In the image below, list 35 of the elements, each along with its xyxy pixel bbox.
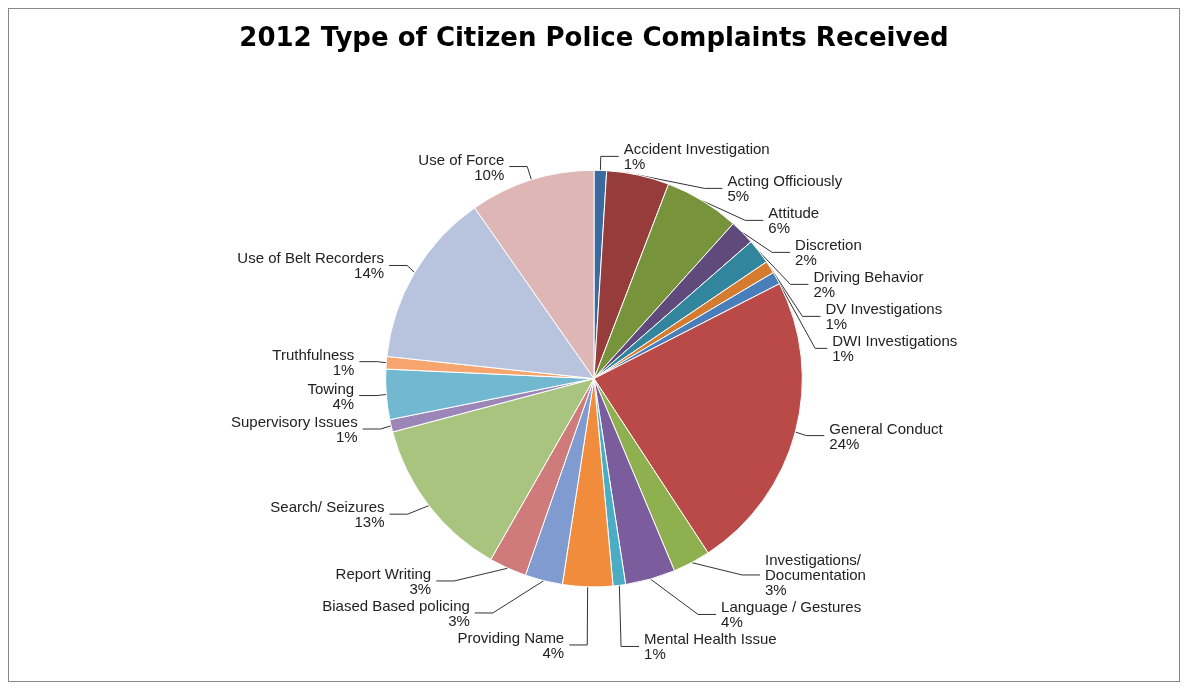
slice-label: Acting Officiously bbox=[727, 172, 843, 190]
data-label: 1% bbox=[825, 315, 848, 333]
slice-label: Investigations/ Documentation bbox=[765, 551, 866, 584]
slice-label: Supervisory Issues bbox=[230, 413, 358, 431]
data-label: 1% bbox=[644, 645, 666, 663]
data-label: 10% bbox=[474, 165, 505, 183]
slice-label: Mental Health Issue bbox=[644, 630, 777, 648]
slice-label: Providing Name bbox=[457, 628, 565, 646]
data-label: 1% bbox=[336, 428, 358, 446]
slice-label: Attitude bbox=[768, 204, 820, 222]
slice-label: DV Investigations bbox=[825, 300, 943, 318]
slice-label: Accident Investigation bbox=[623, 140, 770, 158]
data-label: 2% bbox=[795, 251, 817, 269]
data-label: 1% bbox=[623, 155, 646, 173]
data-label: 4% bbox=[721, 613, 743, 631]
data-label: 1% bbox=[332, 360, 355, 378]
slice-label: Use of Belt Recorders bbox=[237, 249, 385, 267]
data-label: 24% bbox=[829, 434, 860, 452]
chart-title: 2012 Type of Citizen Police Complaints Received bbox=[239, 22, 949, 52]
slice-label: Language / Gestures bbox=[721, 598, 862, 616]
data-label: 13% bbox=[354, 513, 385, 531]
slice-label: DWI Investigations bbox=[832, 332, 958, 350]
data-label: 1% bbox=[832, 347, 854, 365]
data-label: 6% bbox=[768, 219, 791, 237]
data-label: 2% bbox=[813, 283, 836, 301]
slice-label: General Conduct bbox=[829, 419, 944, 437]
slice-label: Discretion bbox=[795, 236, 862, 254]
data-label: 14% bbox=[354, 264, 385, 282]
data-label: 5% bbox=[727, 187, 750, 205]
data-label: 3% bbox=[765, 581, 787, 599]
slice-label: Driving Behavior bbox=[813, 268, 924, 286]
slice-label: Search/ Seizures bbox=[270, 498, 385, 516]
data-label: 4% bbox=[542, 643, 565, 661]
slice-label: Use of Force bbox=[418, 150, 505, 168]
slice-label: Truthfulness bbox=[272, 345, 355, 363]
